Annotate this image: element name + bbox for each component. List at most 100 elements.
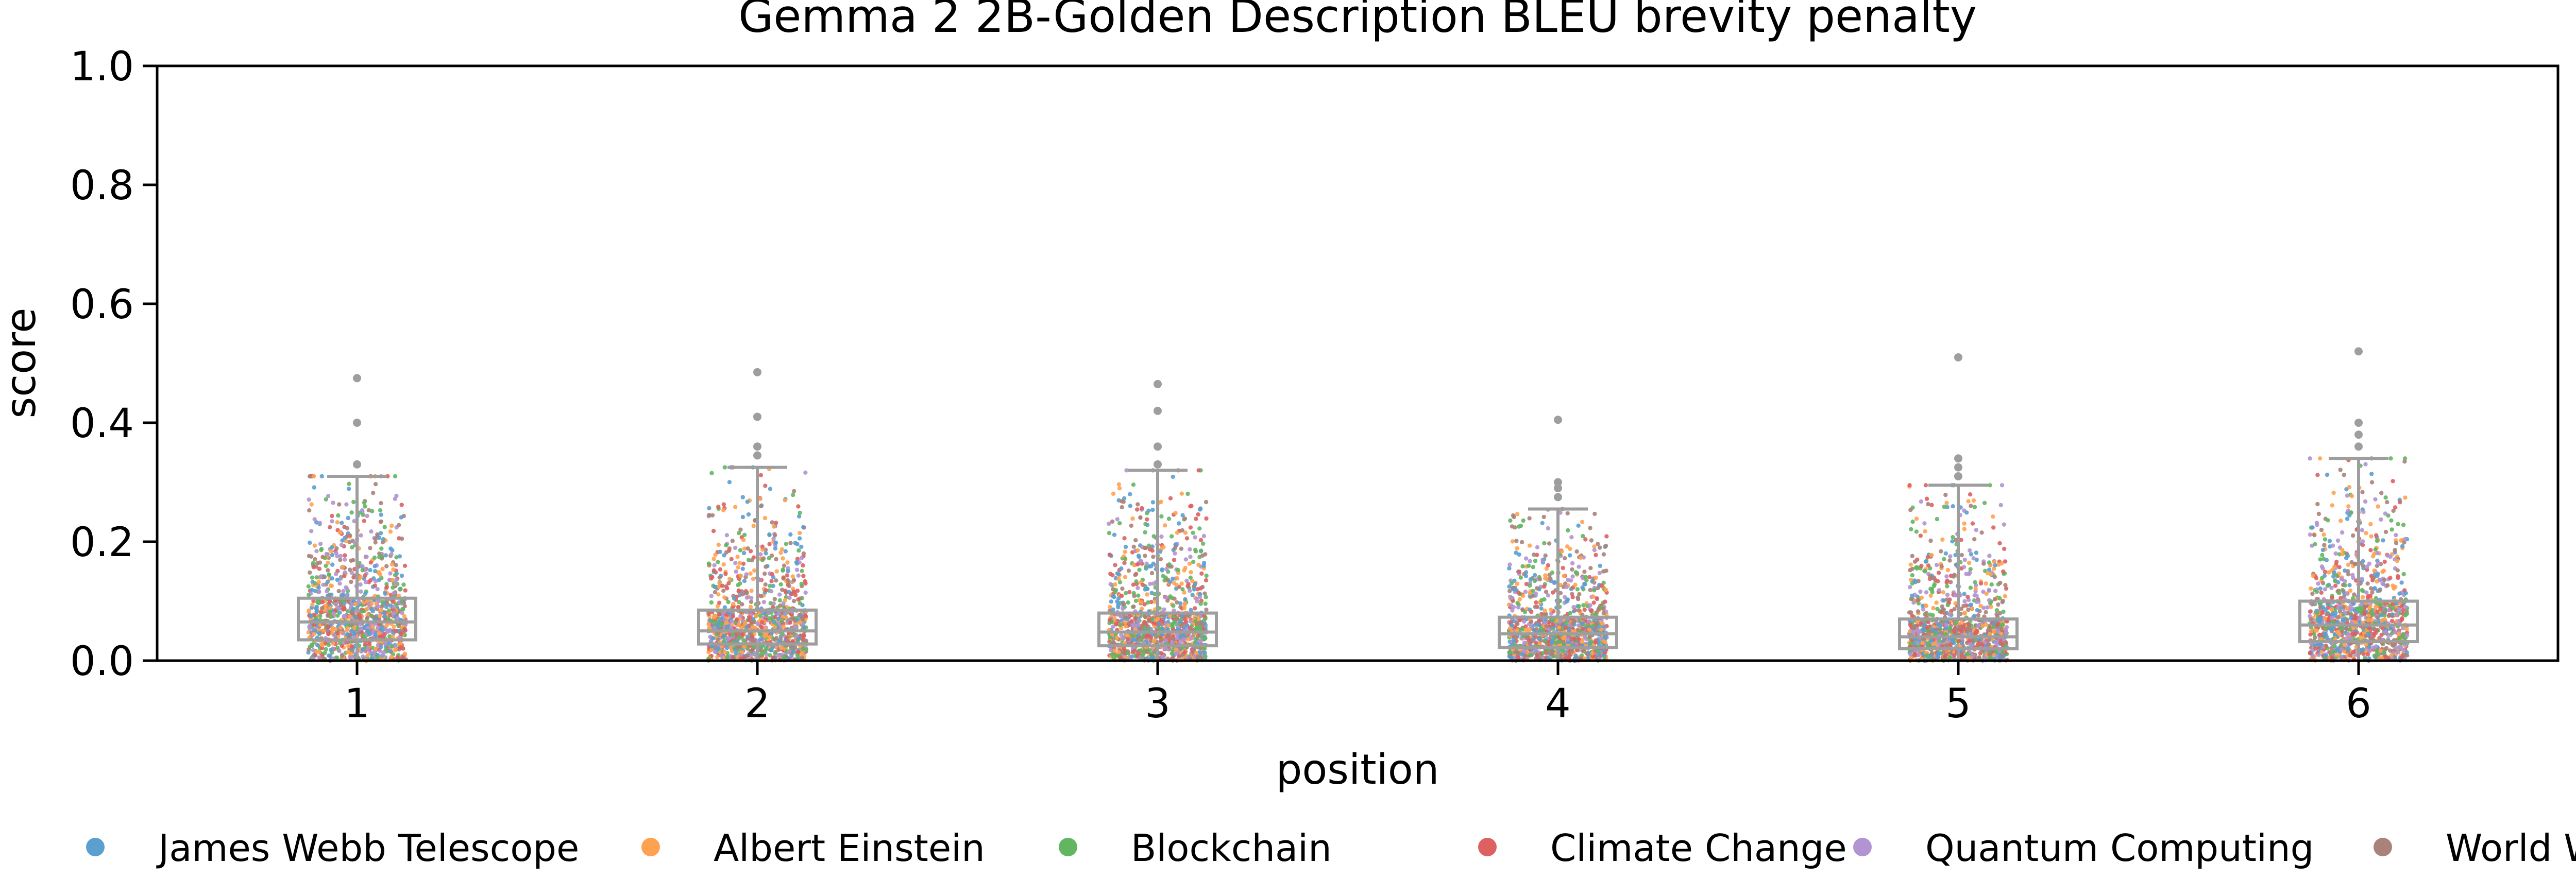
strip-point bbox=[1912, 559, 1918, 564]
strip-point bbox=[1107, 530, 1112, 536]
strip-point bbox=[338, 558, 343, 562]
strip-point bbox=[711, 636, 716, 641]
strip-point bbox=[340, 653, 345, 658]
strip-point bbox=[707, 506, 711, 511]
strip-point bbox=[1575, 597, 1581, 601]
strip-point bbox=[1131, 582, 1136, 587]
strip-point bbox=[1115, 571, 1120, 576]
strip-point bbox=[1143, 554, 1147, 558]
strip-point bbox=[1993, 589, 1998, 593]
strip-point bbox=[341, 631, 346, 636]
strip-point bbox=[1583, 635, 1587, 640]
strip-point bbox=[1175, 576, 1180, 581]
strip-point bbox=[1572, 637, 1577, 642]
strip-point bbox=[1939, 549, 1943, 554]
strip-point bbox=[369, 601, 374, 606]
strip-point bbox=[710, 513, 715, 517]
strip-point bbox=[1971, 498, 1976, 503]
strip-point bbox=[1123, 624, 1128, 629]
strip-point bbox=[370, 509, 375, 513]
strip-point bbox=[334, 551, 339, 556]
strip-point bbox=[331, 641, 335, 646]
strip-point bbox=[386, 641, 391, 646]
strip-point bbox=[1184, 578, 1189, 583]
strip-point bbox=[1968, 492, 1973, 497]
strip-point bbox=[309, 502, 314, 507]
strip-point bbox=[310, 588, 314, 592]
strip-point bbox=[1520, 564, 1525, 568]
strip-point bbox=[1133, 627, 1138, 632]
strip-point bbox=[334, 601, 338, 606]
strip-point bbox=[363, 504, 367, 509]
strip-point bbox=[1195, 654, 1200, 659]
strip-point bbox=[717, 575, 722, 580]
strip-point bbox=[1510, 608, 1515, 613]
strip-point bbox=[368, 568, 372, 573]
strip-point bbox=[791, 492, 795, 497]
strip-point bbox=[327, 572, 331, 577]
strip-point bbox=[743, 620, 748, 626]
strip-point bbox=[1149, 571, 1155, 576]
strip-point bbox=[721, 502, 726, 507]
strip-point bbox=[713, 649, 718, 654]
strip-point bbox=[391, 634, 395, 639]
strip-point bbox=[1554, 618, 1560, 623]
strip-point bbox=[1553, 636, 1557, 641]
strip-point bbox=[316, 585, 321, 590]
strip-point bbox=[377, 578, 381, 582]
strip-point bbox=[798, 620, 802, 625]
strip-point bbox=[1198, 506, 1203, 511]
strip-point bbox=[784, 615, 789, 620]
strip-point bbox=[338, 625, 343, 630]
strip-point bbox=[1523, 574, 1529, 578]
strip-point bbox=[306, 584, 311, 589]
strip-point bbox=[1187, 561, 1192, 566]
strip-point bbox=[355, 609, 361, 613]
strip-point bbox=[1584, 578, 1589, 583]
strip-point bbox=[1137, 555, 1142, 559]
strip-point bbox=[311, 561, 316, 565]
strip-point bbox=[1519, 540, 1524, 545]
strip-point bbox=[726, 637, 731, 642]
strip-point bbox=[769, 553, 774, 558]
strip-point bbox=[313, 581, 317, 585]
strip-point bbox=[1590, 579, 1595, 584]
strip-point bbox=[1148, 635, 1153, 640]
strip-point bbox=[1603, 599, 1607, 604]
strip-point bbox=[377, 598, 382, 603]
strip-point bbox=[1531, 589, 1535, 593]
strip-point bbox=[1510, 642, 1514, 647]
strip-point bbox=[1544, 612, 1548, 616]
strip-point bbox=[382, 614, 387, 619]
strip-point bbox=[1146, 600, 1150, 605]
strip-point bbox=[308, 570, 312, 575]
strip-point bbox=[768, 634, 773, 640]
strip-point bbox=[782, 563, 787, 568]
strip-point bbox=[1553, 640, 1558, 645]
strip-point bbox=[1139, 637, 1144, 643]
strip-point bbox=[334, 572, 338, 576]
strip-point bbox=[379, 608, 383, 613]
strip-point bbox=[1136, 633, 1141, 638]
strip-point bbox=[1108, 553, 1112, 557]
strip-point bbox=[375, 532, 380, 537]
strip-point bbox=[358, 582, 363, 587]
strip-point bbox=[740, 495, 745, 499]
strip-point bbox=[803, 613, 808, 618]
strip-point bbox=[340, 521, 344, 525]
strip-point bbox=[1935, 516, 1939, 522]
strip-point bbox=[1116, 650, 1121, 655]
strip-point bbox=[749, 596, 754, 600]
strip-point bbox=[1588, 588, 1592, 593]
strip-point bbox=[1199, 571, 1204, 576]
strip-point bbox=[759, 645, 764, 649]
strip-point bbox=[329, 549, 333, 554]
strip-point bbox=[1590, 651, 1595, 655]
strip-point bbox=[391, 585, 395, 590]
strip-point bbox=[1981, 561, 1986, 566]
strip-point bbox=[352, 626, 357, 630]
strip-point bbox=[1520, 607, 1525, 612]
strip-point bbox=[402, 563, 408, 568]
strip-point bbox=[399, 537, 404, 541]
